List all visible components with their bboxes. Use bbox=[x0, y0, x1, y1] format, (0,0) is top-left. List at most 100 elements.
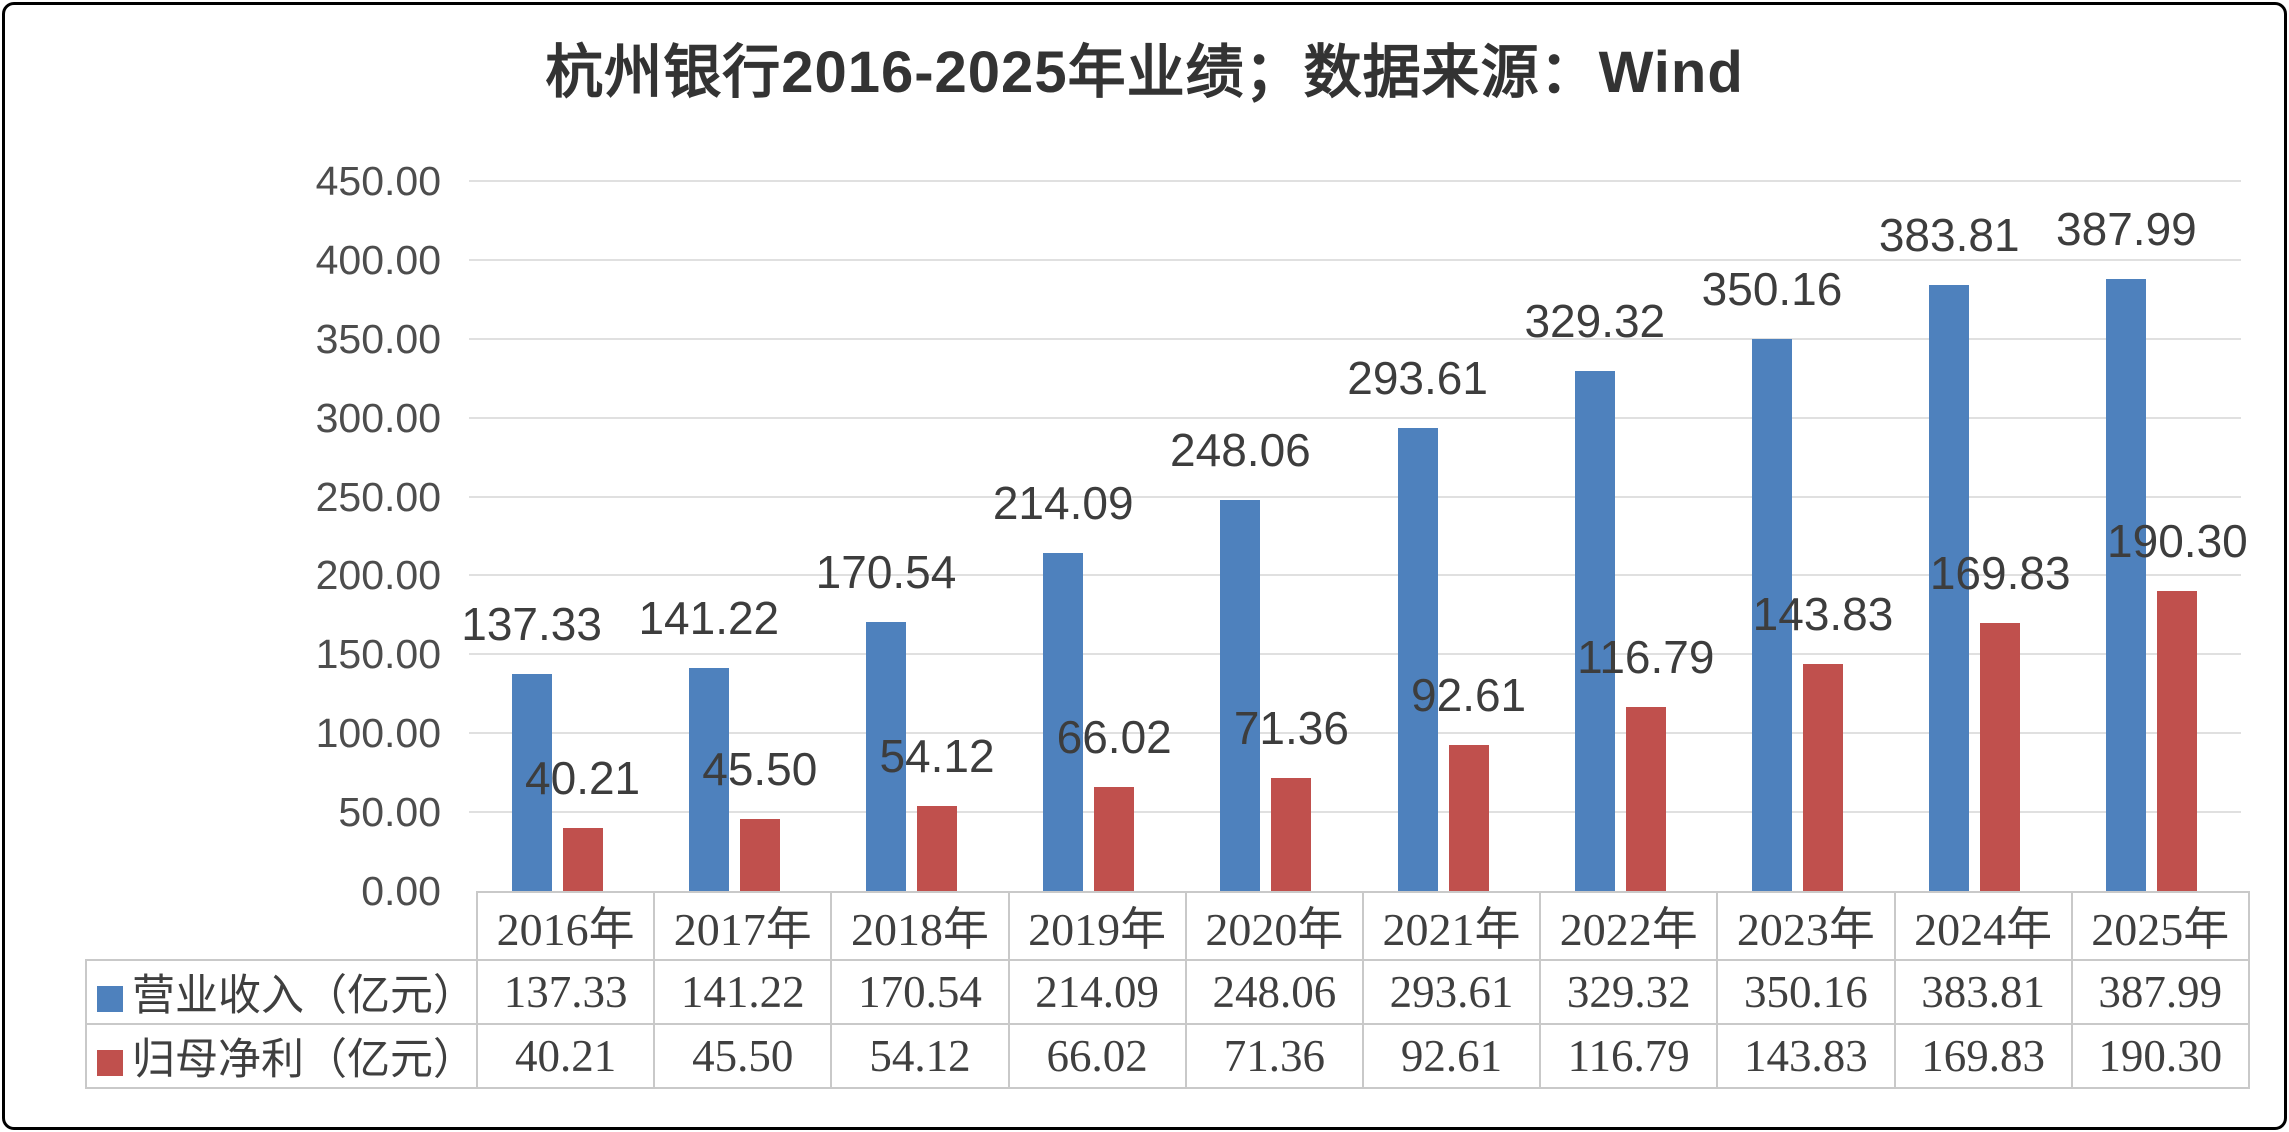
gridline-250 bbox=[469, 495, 2241, 498]
value-revenue-2025年: 387.99 bbox=[2070, 959, 2250, 1025]
bar-label-profit-2016年: 40.21 bbox=[525, 752, 641, 804]
bar-label-revenue-2025年: 387.99 bbox=[2056, 203, 2197, 255]
bar-profit-2021年 bbox=[1448, 745, 1489, 891]
data-table-grid: 2016年 2017年 2018年 2019年 2020年 2021年 2022年 2023年… bbox=[85, 891, 2250, 1089]
bar-profit-2018年 bbox=[917, 806, 957, 891]
x-category-2017年: 2017年 bbox=[653, 891, 833, 961]
table-row: 营业收入（亿元） 137.33 141.22 170.54 214.09 248.06 29… bbox=[85, 959, 2250, 1025]
value-profit-2022年: 116.79 bbox=[1539, 1023, 1719, 1089]
bar-revenue-2016年 bbox=[511, 674, 552, 891]
bar-label-revenue-2024年: 383.81 bbox=[1878, 209, 2020, 261]
bar-label-profit-2021年: 92.61 bbox=[1411, 669, 1527, 721]
value-profit-2019年: 66.02 bbox=[1007, 1023, 1187, 1089]
x-category-2018年: 2018年 bbox=[830, 891, 1010, 961]
bar-revenue-2018年 bbox=[866, 622, 906, 891]
value-revenue-2020年: 248.06 bbox=[1184, 959, 1364, 1025]
value-revenue-2017年: 141.22 bbox=[653, 959, 833, 1025]
bar-profit-2019年 bbox=[1094, 787, 1135, 891]
bar-label-profit-2020年: 71.36 bbox=[1233, 702, 1349, 754]
gridline-450 bbox=[469, 180, 2241, 182]
bar-profit-2024年 bbox=[1980, 623, 2021, 891]
y-tick-label-300.00: 300.00 bbox=[315, 394, 441, 441]
value-revenue-2016年: 137.33 bbox=[475, 959, 656, 1025]
bar-revenue-2020年 bbox=[1220, 500, 1261, 891]
bar-profit-2016年 bbox=[562, 828, 603, 891]
gridline-400 bbox=[469, 258, 2241, 261]
x-category-2020年: 2020年 bbox=[1184, 891, 1364, 961]
bar-label-revenue-2021年: 293.61 bbox=[1347, 352, 1488, 404]
y-tick-label-350.00: 350.00 bbox=[315, 315, 441, 362]
series-label-revenue: 营业收入（亿元） bbox=[85, 959, 478, 1025]
x-category-2022年: 2022年 bbox=[1539, 891, 1719, 961]
gridline-200 bbox=[469, 574, 2241, 577]
value-revenue-2023年: 350.16 bbox=[1716, 959, 1896, 1025]
bar-label-profit-2019年: 66.02 bbox=[1056, 711, 1172, 763]
value-revenue-2019年: 214.09 bbox=[1007, 959, 1187, 1025]
bar-label-profit-2022年: 116.79 bbox=[1577, 631, 1715, 683]
bar-profit-2017年 bbox=[739, 819, 780, 891]
x-category-2024年: 2024年 bbox=[1893, 891, 2073, 961]
bar-revenue-2019年 bbox=[1043, 553, 1084, 891]
bar-label-profit-2025年: 190.30 bbox=[2107, 515, 2248, 567]
x-category-2023年: 2023年 bbox=[1716, 891, 1896, 961]
y-tick-label-450.00: 450.00 bbox=[315, 158, 441, 204]
gridline-100 bbox=[469, 732, 2241, 735]
value-profit-2024年: 169.83 bbox=[1893, 1023, 2073, 1089]
bar-label-profit-2017年: 45.50 bbox=[702, 743, 818, 795]
gridline-300 bbox=[469, 416, 2241, 419]
bar-label-revenue-2016年: 137.33 bbox=[461, 598, 602, 650]
profit-legend-swatch-icon bbox=[97, 1050, 123, 1076]
value-revenue-2021年: 293.61 bbox=[1361, 959, 1542, 1025]
value-profit-2023年: 143.83 bbox=[1716, 1023, 1896, 1089]
y-tick-label-250.00: 250.00 bbox=[315, 473, 441, 520]
bar-revenue-2022年 bbox=[1574, 371, 1615, 891]
value-revenue-2022年: 329.32 bbox=[1539, 959, 1719, 1025]
table-row: 归母净利（亿元） 40.21 45.50 54.12 66.02 71.36 92.61 11… bbox=[85, 1023, 2250, 1089]
bar-profit-2022年 bbox=[1625, 707, 1666, 891]
bar-label-revenue-2017年: 141.22 bbox=[638, 592, 780, 644]
bar-profit-2020年 bbox=[1271, 778, 1312, 891]
x-category-2021年: 2021年 bbox=[1361, 891, 1542, 961]
revenue-legend-swatch-icon bbox=[97, 986, 123, 1012]
value-profit-2017年: 45.50 bbox=[653, 1023, 833, 1089]
bar-profit-2025年 bbox=[2157, 591, 2198, 891]
table-header-row: 2016年 2017年 2018年 2019年 2020年 2021年 2022年 2023年… bbox=[86, 891, 2250, 961]
x-category-2016年: 2016年 bbox=[475, 891, 656, 961]
y-tick-label-50.00: 50.00 bbox=[338, 789, 441, 836]
gridline-150 bbox=[469, 653, 2241, 656]
value-revenue-2018年: 170.54 bbox=[830, 959, 1010, 1025]
value-revenue-2024年: 383.81 bbox=[1893, 959, 2073, 1025]
bar-label-revenue-2018年: 170.54 bbox=[815, 546, 957, 598]
bar-label-profit-2024年: 169.83 bbox=[1929, 547, 2071, 599]
series-label-profit: 归母净利（亿元） bbox=[85, 1023, 478, 1089]
x-category-2025年: 2025年 bbox=[2070, 891, 2250, 961]
bar-label-revenue-2019年: 214.09 bbox=[992, 477, 1134, 529]
y-tick-label-400.00: 400.00 bbox=[315, 236, 441, 283]
value-profit-2020年: 71.36 bbox=[1184, 1023, 1364, 1089]
x-category-2019年: 2019年 bbox=[1007, 891, 1187, 961]
value-profit-2025年: 190.30 bbox=[2070, 1023, 2250, 1089]
gridline-50 bbox=[469, 811, 2241, 814]
chart-title: 杭州银行2016-2025年业绩；数据来源：Wind bbox=[545, 40, 1744, 105]
bar-revenue-2021年 bbox=[1397, 428, 1438, 891]
bar-label-revenue-2022年: 329.32 bbox=[1524, 295, 1666, 347]
value-profit-2018年: 54.12 bbox=[830, 1023, 1010, 1089]
bar-revenue-2024年 bbox=[1929, 285, 1970, 891]
y-tick-label-200.00: 200.00 bbox=[315, 552, 441, 599]
y-tick-label-100.00: 100.00 bbox=[315, 710, 441, 757]
bar-revenue-2025年 bbox=[2106, 279, 2147, 891]
bar-label-revenue-2020年: 248.06 bbox=[1170, 424, 1311, 476]
bar-revenue-2017年 bbox=[688, 668, 729, 891]
data-table: 2016年 2017年 2018年 2019年 2020年 2021年 2022年 2023年… bbox=[85, 891, 2250, 1089]
plot-area: 137.33 141.22 170.54 214.09 248.06 293.61 329.… bbox=[461, 180, 2248, 891]
gridline-350 bbox=[469, 337, 2241, 340]
bar-label-profit-2018年: 54.12 bbox=[879, 730, 995, 782]
bar-profit-2023年 bbox=[1803, 664, 1843, 891]
bar-label-profit-2023年: 143.83 bbox=[1752, 588, 1894, 640]
y-tick-label-150.00: 150.00 bbox=[315, 631, 441, 678]
value-profit-2021年: 92.61 bbox=[1361, 1023, 1542, 1089]
value-profit-2016年: 40.21 bbox=[475, 1023, 656, 1089]
y-tick-label-0.00: 0.00 bbox=[361, 868, 441, 914]
